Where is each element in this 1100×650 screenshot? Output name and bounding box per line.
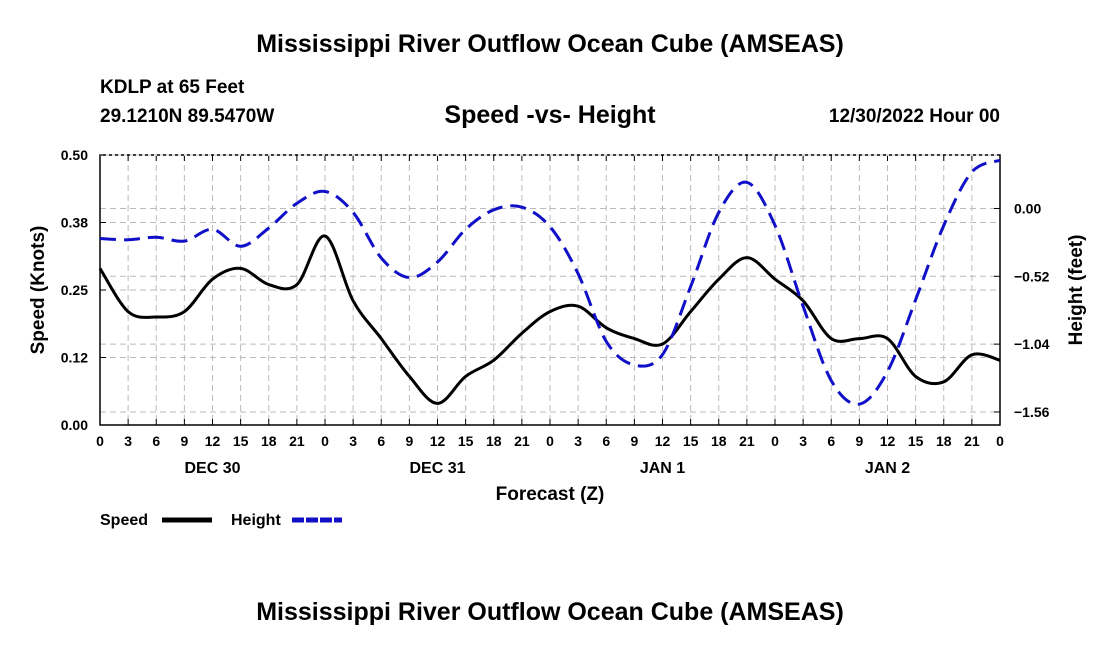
coordinates-label: 29.1210N 89.5470W (100, 106, 275, 127)
x-tick-label: 18 (711, 433, 727, 449)
day-label: DEC 31 (409, 460, 465, 477)
y2-tick-label: −0.52 (1014, 268, 1050, 284)
x-tick-label: 18 (486, 433, 502, 449)
axis-ticks (99, 154, 1001, 426)
footer-title: Mississippi River Outflow Ocean Cube (AM… (256, 598, 844, 626)
grid-lines (100, 155, 1000, 425)
x-tick-label: 21 (964, 433, 980, 449)
y-axis-title: Speed (Knots) (28, 226, 49, 355)
y2-tick-label: −1.56 (1014, 404, 1050, 420)
x-tick-label: 15 (233, 433, 249, 449)
x-tick-label: 3 (124, 433, 132, 449)
x-tick-label: 0 (771, 433, 779, 449)
x-tick-label: 15 (458, 433, 474, 449)
x-tick-label: 12 (880, 433, 896, 449)
day-label: DEC 30 (184, 460, 240, 477)
x-tick-label: 6 (152, 433, 160, 449)
x-tick-label: 9 (180, 433, 188, 449)
chart-subtitle: Speed -vs- Height (444, 101, 656, 129)
y2-tick-label: −1.04 (1014, 336, 1050, 352)
x-tick-label: 18 (936, 433, 952, 449)
run-time-label: 12/30/2022 Hour 00 (828, 106, 1000, 127)
chart-title: Mississippi River Outflow Ocean Cube (AM… (256, 30, 844, 58)
y-tick-label: 0.25 (61, 282, 88, 298)
x-tick-label: 21 (739, 433, 755, 449)
x-tick-label: 21 (514, 433, 530, 449)
x-tick-label: 0 (546, 433, 554, 449)
x-tick-label: 21 (289, 433, 305, 449)
x-tick-label: 0 (996, 433, 1004, 449)
x-tick-label: 15 (683, 433, 699, 449)
day-label: JAN 2 (865, 460, 910, 477)
y-tick-label: 0.50 (61, 147, 88, 163)
y-tick-label: 0.38 (61, 215, 88, 231)
x-tick-label: 3 (349, 433, 357, 449)
day-label: JAN 1 (640, 460, 685, 477)
x-tick-label: 6 (377, 433, 385, 449)
x-tick-label: 15 (908, 433, 924, 449)
legend: Speed Height (100, 512, 342, 529)
x-tick-label: 12 (430, 433, 446, 449)
axis-tick-labels: 0 3 6 9 12 15 18 21 0 3 6 9 12 15 18 21 0 3 6 9 12 15 18 21 0 3 6 9… (61, 147, 1050, 477)
x-tick-label: 0 (321, 433, 329, 449)
y-tick-label: 0.12 (61, 350, 88, 366)
x-tick-label: 18 (261, 433, 277, 449)
y2-tick-label: 0.00 (1014, 200, 1041, 216)
x-tick-label: 12 (205, 433, 221, 449)
series-line-speed (98, 234, 1001, 405)
x-tick-label: 3 (799, 433, 807, 449)
x-tick-label: 6 (827, 433, 835, 449)
x-tick-label: 9 (855, 433, 863, 449)
legend-label-height: Height (231, 512, 281, 529)
x-tick-label: 9 (630, 433, 638, 449)
series-lines (98, 158, 1001, 406)
y-tick-label: 0.00 (61, 417, 88, 433)
x-tick-label: 0 (96, 433, 104, 449)
x-tick-label: 6 (602, 433, 610, 449)
y2-axis-title: Height (feet) (1066, 235, 1087, 346)
station-label: KDLP at 65 Feet (100, 77, 245, 98)
x-tick-label: 3 (574, 433, 582, 449)
legend-label-speed: Speed (100, 512, 148, 529)
x-tick-label: 12 (655, 433, 671, 449)
x-axis-title: Forecast (Z) (496, 484, 605, 505)
x-tick-label: 9 (405, 433, 413, 449)
